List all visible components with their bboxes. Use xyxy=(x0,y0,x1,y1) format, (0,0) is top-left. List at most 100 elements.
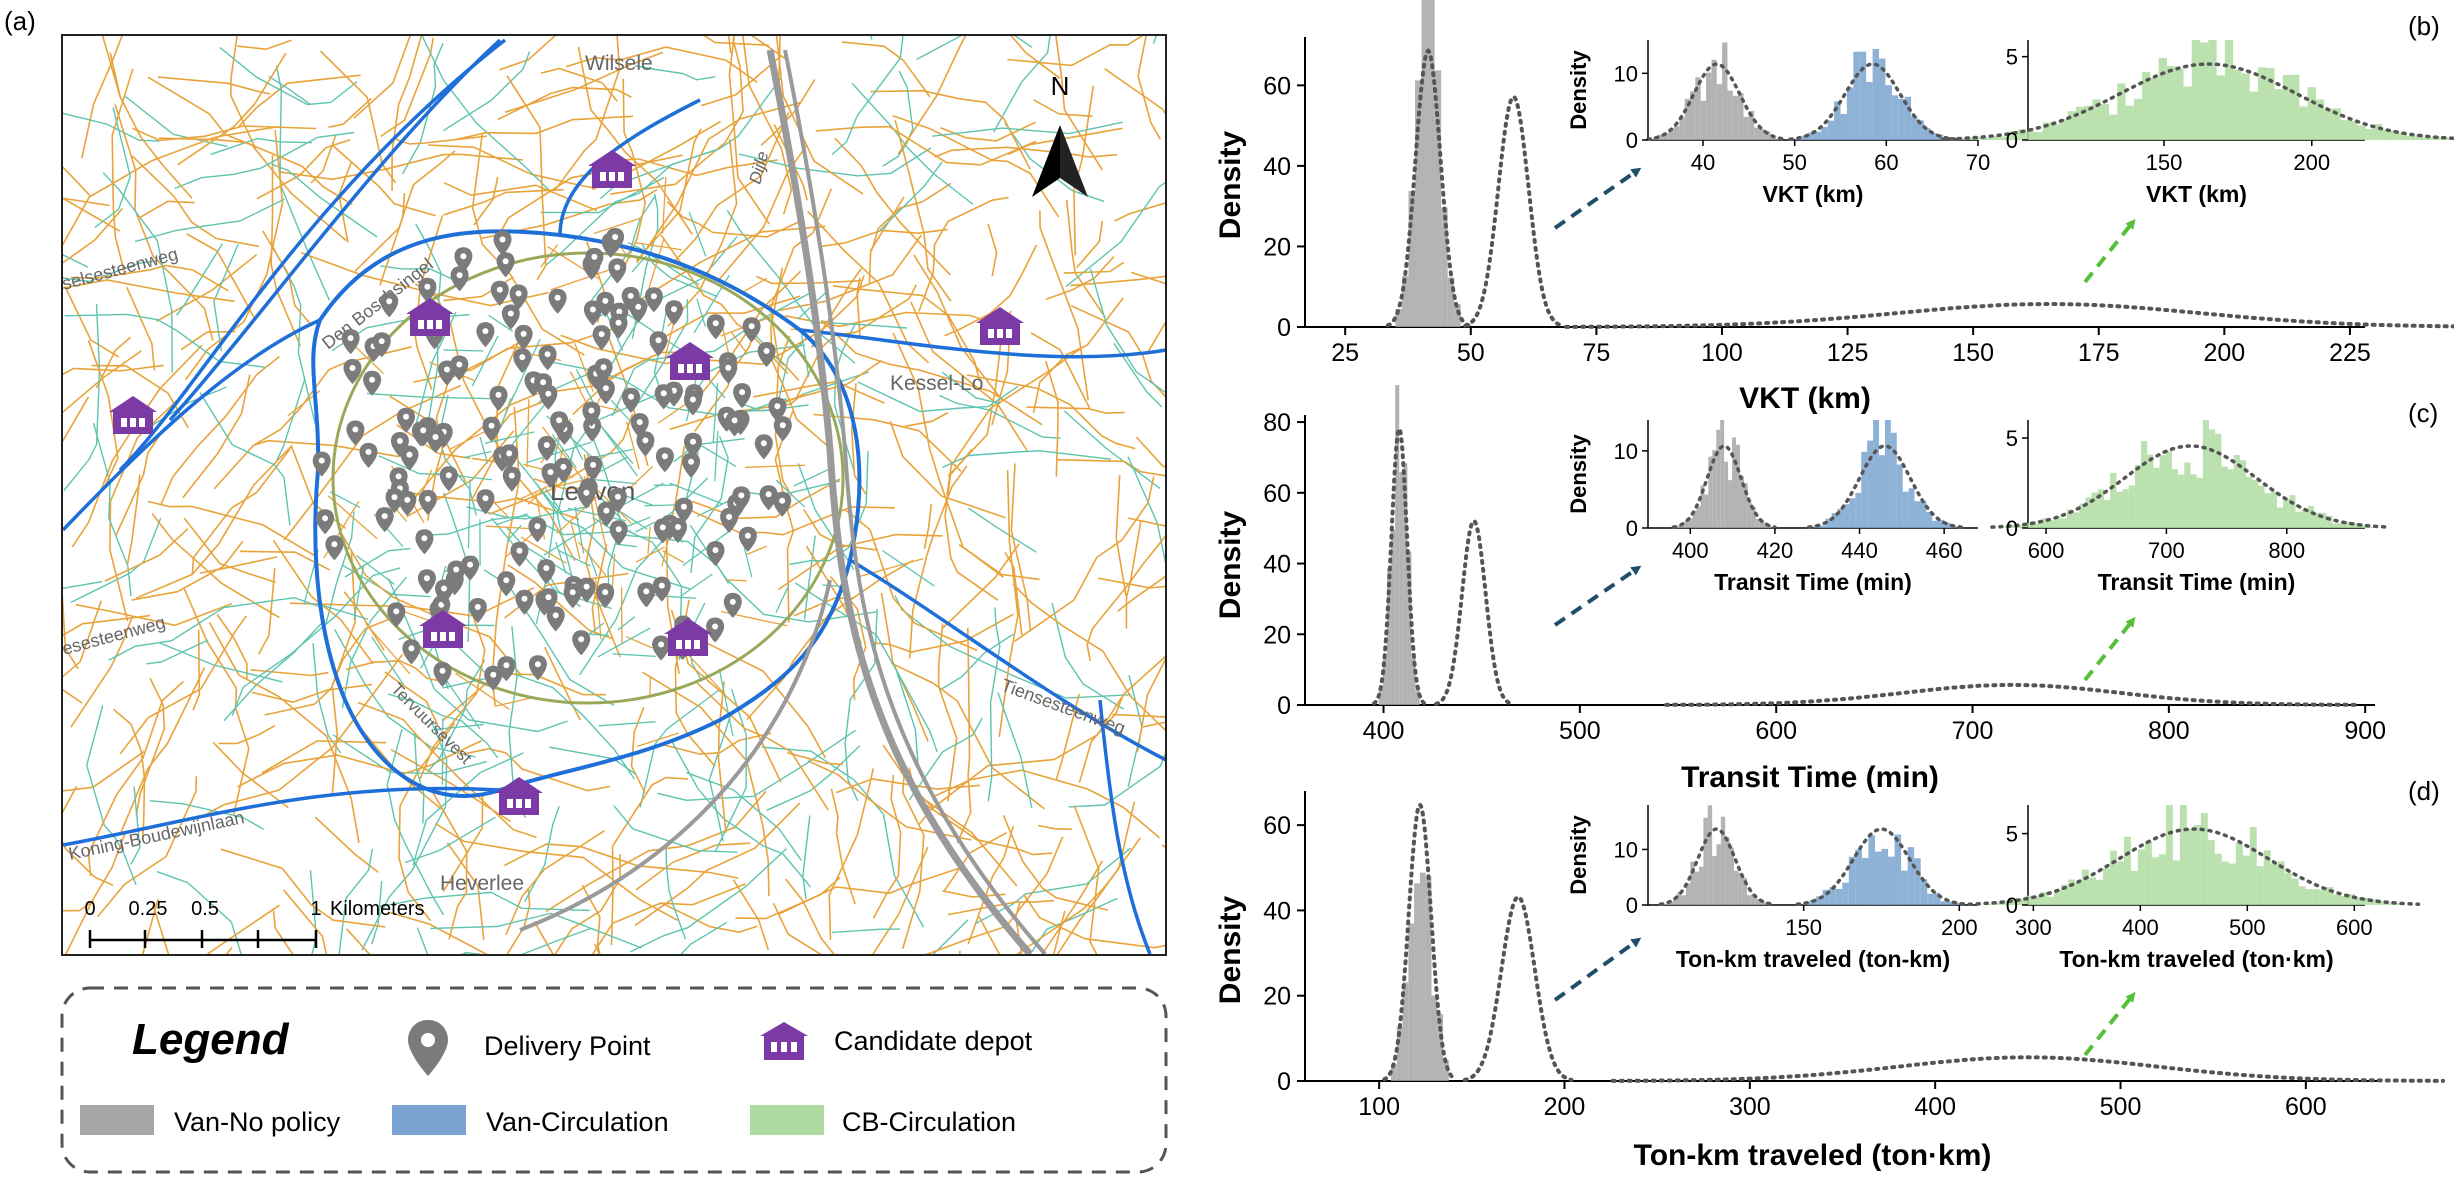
delivery-point-hole xyxy=(765,491,772,498)
x-tick-label: 500 xyxy=(2100,1093,2142,1121)
road-segment xyxy=(463,450,492,459)
road-segment xyxy=(484,431,535,444)
inset-histogram-bar xyxy=(2415,134,2424,140)
delivery-point-marker xyxy=(417,569,436,595)
y-tick-label: 60 xyxy=(1263,812,1291,840)
inset-histogram-bar xyxy=(1849,498,1856,528)
delivery-point-icon xyxy=(644,287,663,313)
histogram-bar xyxy=(1415,80,1422,328)
road-segment xyxy=(1039,210,1089,401)
road-segment xyxy=(835,778,980,794)
road-segment xyxy=(629,847,788,953)
road-segment xyxy=(1078,655,1165,783)
inset-histogram-bar xyxy=(1940,901,1947,905)
inset-histogram-bar xyxy=(2193,824,2201,905)
inset-x-axis-label: Transit Time (min) xyxy=(2098,569,2296,595)
depot-roof xyxy=(406,298,454,314)
road-segment xyxy=(443,182,598,212)
road-segment xyxy=(1051,602,1124,710)
inset-histogram-bar xyxy=(2172,860,2180,905)
inset-histogram-bar xyxy=(2249,826,2257,905)
delivery-point-hole xyxy=(614,264,621,271)
inset-histogram-bar xyxy=(2054,889,2062,905)
scale-bar-label: 0.5 xyxy=(191,898,219,920)
road-segment xyxy=(629,466,654,489)
delivery-point-marker xyxy=(402,639,421,665)
road-segment xyxy=(1014,901,1023,954)
road-segment xyxy=(63,260,157,283)
inset-histogram-bar xyxy=(1699,866,1704,905)
road-segment xyxy=(256,138,351,200)
place-label-heverlee: Heverlee xyxy=(440,872,524,895)
delivery-point-icon xyxy=(637,582,656,608)
arterial-road xyxy=(849,558,1165,762)
inset-y-tick-label: 0 xyxy=(2006,128,2018,153)
inset-histogram-bar xyxy=(1738,872,1743,905)
railway xyxy=(766,49,1033,954)
delivery-point-marker xyxy=(655,447,674,473)
road-segment xyxy=(191,448,291,576)
road-segment xyxy=(681,573,713,597)
inset-histogram-bar xyxy=(2075,106,2085,140)
inset-histogram-bar xyxy=(1902,491,1909,528)
inset-histogram-bar xyxy=(2137,849,2145,905)
road-segment xyxy=(63,350,142,414)
inset-histogram-bar xyxy=(2128,485,2135,528)
inset-histogram-bar xyxy=(1743,116,1749,140)
zoom-arrow-cb xyxy=(2083,616,2136,682)
road-segment xyxy=(918,196,1009,312)
road-segment xyxy=(944,448,999,601)
x-tick-label: 300 xyxy=(1729,1093,1771,1121)
inset-histogram-bar xyxy=(2382,903,2390,905)
inset-histogram-bar xyxy=(2158,57,2167,140)
delivery-point-icon xyxy=(684,432,702,458)
delivery-point-marker xyxy=(592,325,611,351)
road-segment xyxy=(637,225,826,302)
road-segment xyxy=(183,517,276,584)
delivery-point-hole xyxy=(635,303,642,310)
road-segment xyxy=(183,587,250,817)
road-segment xyxy=(220,848,386,928)
inset-histogram-bar xyxy=(2398,132,2407,140)
road-segment xyxy=(939,394,1061,439)
inset-histogram-bar xyxy=(2171,469,2179,528)
inset-histogram-bar xyxy=(1866,81,1873,140)
y-tick-label: 20 xyxy=(1263,233,1291,261)
road-segment xyxy=(371,881,383,945)
delivery-point-icon xyxy=(759,485,778,511)
inset-histogram-bar xyxy=(1829,887,1836,905)
inset-histogram-bar xyxy=(1747,895,1752,905)
inset-histogram-bar xyxy=(1855,492,1862,528)
road-segment xyxy=(264,551,357,716)
delivery-point-icon xyxy=(742,317,761,343)
scale-bar-unit: Kilometers xyxy=(330,898,424,920)
inset-histogram-bar xyxy=(2242,855,2250,905)
inset-x-tick-label: 150 xyxy=(2146,150,2183,175)
inset-histogram-bar xyxy=(1696,506,1701,528)
road-segment xyxy=(793,467,832,487)
inset-histogram-bar xyxy=(1673,126,1680,140)
road-segment xyxy=(131,540,244,601)
histogram-bar xyxy=(1419,872,1426,1081)
inset-histogram-bar xyxy=(1680,525,1685,528)
inset-x-tick-label: 600 xyxy=(2336,915,2373,940)
delivery-point-marker xyxy=(316,509,335,535)
inset-x-axis-label: Ton-km traveled (ton-km) xyxy=(1676,946,1950,972)
delivery-point-icon xyxy=(669,518,687,543)
depot-window xyxy=(988,329,994,338)
delivery-point-hole xyxy=(508,472,515,479)
delivery-point-marker xyxy=(577,483,596,509)
delivery-point-hole xyxy=(615,526,622,533)
delivery-point-marker xyxy=(433,661,452,687)
road-segment xyxy=(130,786,141,865)
delivery-point-marker xyxy=(706,541,725,567)
inset-histogram-bar xyxy=(1738,93,1744,140)
y-tick-label: 0 xyxy=(1277,692,1291,720)
road-segment xyxy=(434,822,678,922)
inset-histogram-bar xyxy=(2001,136,2010,140)
road-segment xyxy=(344,547,411,578)
inset-histogram-bar xyxy=(1684,520,1689,528)
inset-histogram-bar xyxy=(1976,137,1985,140)
x-tick-label: 175 xyxy=(2078,339,2120,367)
